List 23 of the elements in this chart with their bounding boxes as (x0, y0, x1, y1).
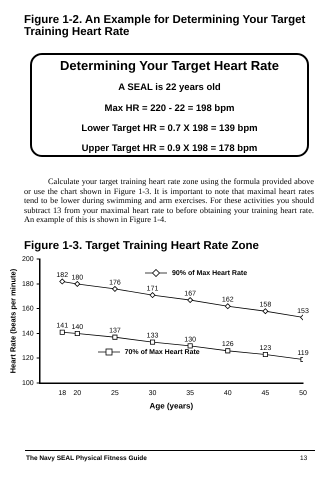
text: Upper Target HR = 0.9 X 198 = 178 bpm (80, 143, 258, 154)
caption: Figure 1-2. An Example for Determining Your Target Training Heart Rate (24, 14, 306, 38)
point (187, 297, 194, 303)
point (262, 308, 268, 314)
point (150, 292, 156, 298)
point (60, 330, 65, 335)
text: Calculate your target training heart rate zone using the formula provided above or use the chart shown in Figure 1-3. It is important to note that maximal heart rates tend to be lower during swimming and arm exercises. For these activities you should subtract 13 from your maximal heart rate to before obtaining your training heart rate. An example of this is shown in Figure 1-4. (24, 177, 314, 225)
text: Max HR = 220 - 22 = 198 bpm (104, 103, 236, 114)
text: Determining Your Target Heart Rate (59, 58, 280, 73)
point (74, 281, 80, 287)
point (224, 303, 231, 310)
point (150, 340, 156, 345)
chart-title: Figure 1-3. Target Training Heart Rate Zone (24, 240, 259, 252)
point (74, 330, 80, 336)
x-axis-title: Age (years) (150, 401, 194, 410)
text: A SEAL is 22 years old (117, 82, 222, 93)
point (112, 286, 118, 292)
text: Lower Target HR = 0.7 X 198 = 139 bpm (80, 123, 259, 134)
point (225, 348, 230, 354)
point (188, 343, 193, 348)
point (59, 278, 66, 284)
point (262, 352, 268, 358)
point (112, 334, 118, 340)
